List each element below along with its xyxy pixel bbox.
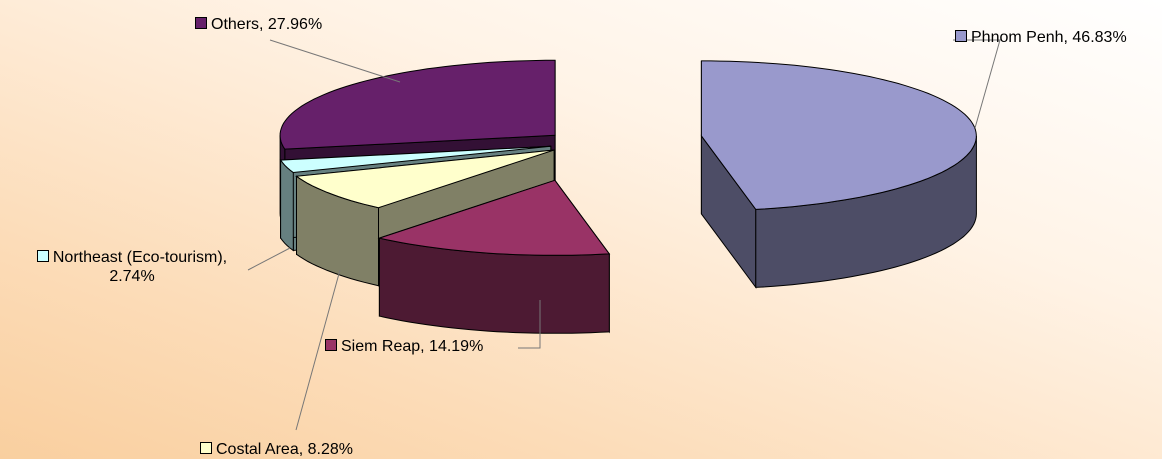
label-text: Costal Area, 8.28% xyxy=(216,441,353,458)
label-text: Others, 27.96% xyxy=(211,16,323,33)
label-text: Northeast (Eco-tourism), 2.74% xyxy=(52,249,228,285)
label-text: Phnom Penh, 46.83% xyxy=(971,29,1127,46)
legend-swatch xyxy=(195,17,207,29)
slice-top xyxy=(377,179,611,256)
leader-line xyxy=(953,39,1001,129)
legend-swatch xyxy=(325,339,337,351)
leader-line xyxy=(269,39,401,83)
data-label: Siem Reap, 14.19% xyxy=(325,337,483,356)
leader-line xyxy=(247,247,291,271)
legend-swatch xyxy=(955,30,967,42)
slice-top xyxy=(700,60,977,210)
data-label: Costal Area, 8.28% xyxy=(200,440,353,459)
data-label: Phnom Penh, 46.83% xyxy=(955,28,1127,47)
legend-swatch xyxy=(200,442,212,454)
data-label: Northeast (Eco-tourism), 2.74% xyxy=(12,248,252,286)
leader-line xyxy=(518,300,541,349)
label-text: Siem Reap, 14.19% xyxy=(341,338,484,355)
slice-top xyxy=(279,59,556,150)
legend-swatch xyxy=(36,250,49,262)
data-label: Others, 27.96% xyxy=(195,15,322,34)
slice-side xyxy=(280,158,294,252)
leader-line xyxy=(295,269,341,431)
slice-top xyxy=(279,145,551,174)
slice-top xyxy=(295,149,555,209)
